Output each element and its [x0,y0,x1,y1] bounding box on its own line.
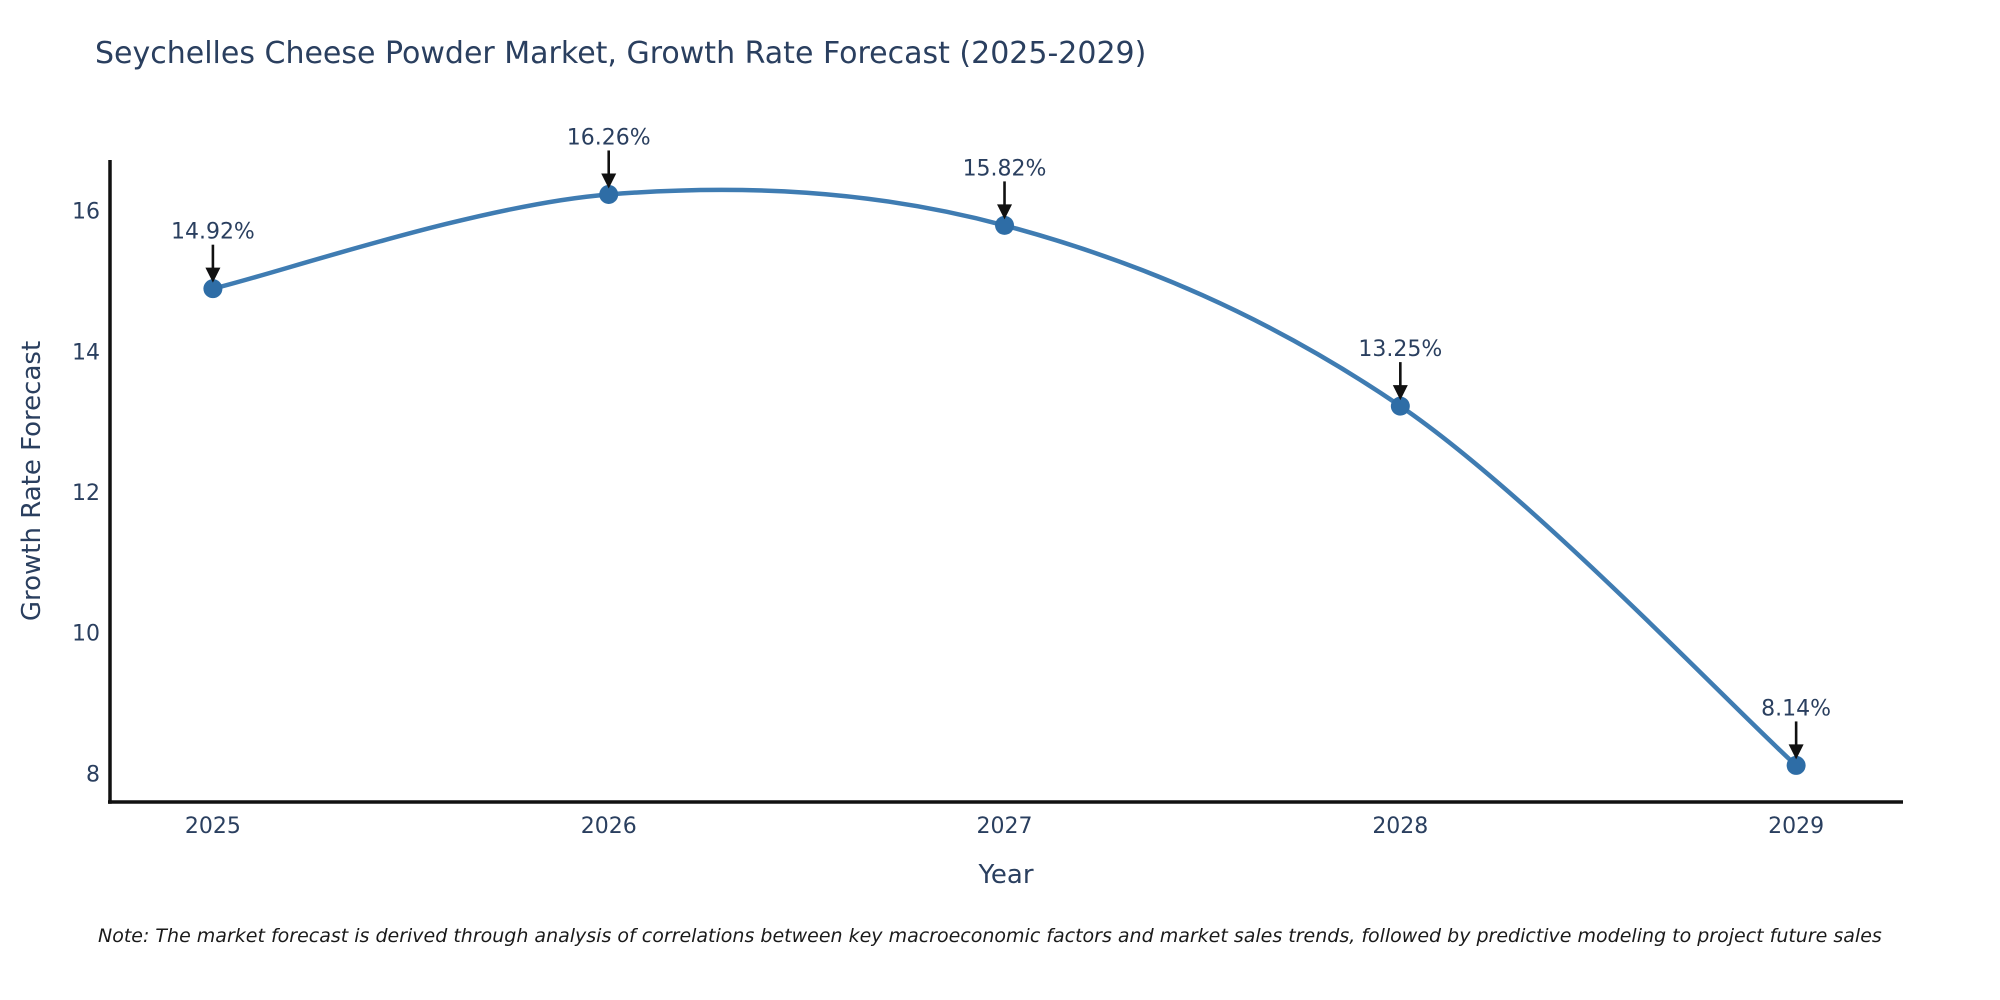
trend-line [210,187,1799,768]
y-tick-label: 14 [72,340,100,365]
data-point-annotation: 16.26% [567,125,651,150]
data-point-marker[interactable] [203,279,223,299]
chart-title: Seychelles Cheese Powder Market, Growth … [95,36,1147,71]
y-tick-label: 16 [72,200,100,225]
data-point-annotation: 14.92% [171,220,255,245]
x-tick-label: 2029 [1768,814,1824,839]
data-point-marker[interactable] [599,184,619,204]
x-tick-label: 2028 [1372,814,1428,839]
annotation-arrow-head-icon [997,204,1013,220]
x-tick-label: 2025 [185,814,241,839]
footnote: Note: The market forecast is derived thr… [98,925,1882,947]
y-axis-title: Growth Rate Forecast [17,340,47,622]
annotation-arrow-head-icon [205,267,221,283]
y-tick-label: 10 [72,622,100,647]
data-point-marker[interactable] [1390,396,1410,416]
x-tick-label: 2026 [581,814,637,839]
data-point-marker[interactable] [995,215,1015,235]
data-point-marker[interactable] [1786,755,1806,775]
x-axis-title: Year [978,860,1034,890]
annotation-arrow-head-icon [1788,744,1804,760]
data-point-annotation: 8.14% [1761,696,1831,721]
annotation-arrow-head-icon [601,173,617,189]
y-tick-label: 8 [86,762,100,787]
annotation-arrow-head-icon [1392,385,1408,401]
x-tick-label: 2027 [977,814,1033,839]
y-tick-label: 12 [72,481,100,506]
data-point-annotation: 15.82% [963,156,1047,181]
data-point-annotation: 13.25% [1358,337,1442,362]
